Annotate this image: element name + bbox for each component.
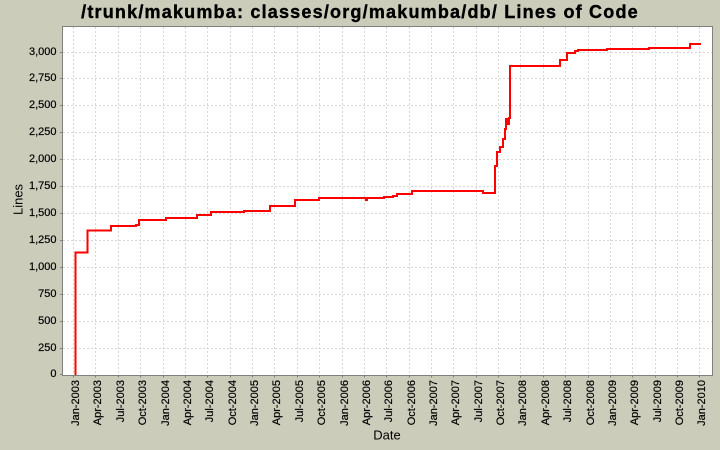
- svg-text:Oct-2008: Oct-2008: [585, 380, 597, 425]
- svg-text:3,000: 3,000: [29, 46, 57, 58]
- svg-text:Jul-2008: Jul-2008: [562, 380, 574, 422]
- svg-text:Jan-2007: Jan-2007: [428, 380, 440, 426]
- svg-text:Jul-2009: Jul-2009: [652, 380, 664, 422]
- svg-text:Oct-2006: Oct-2006: [406, 380, 418, 425]
- svg-text:1,750: 1,750: [29, 180, 57, 192]
- svg-text:0: 0: [50, 368, 56, 380]
- svg-text:Jul-2005: Jul-2005: [294, 380, 306, 422]
- svg-text:Jul-2003: Jul-2003: [115, 380, 127, 422]
- svg-text:Oct-2007: Oct-2007: [495, 380, 507, 425]
- svg-text:Date: Date: [373, 428, 400, 443]
- svg-text:Jul-2006: Jul-2006: [383, 380, 395, 422]
- svg-text:Apr-2004: Apr-2004: [182, 380, 194, 425]
- svg-text:Oct-2004: Oct-2004: [227, 380, 239, 425]
- svg-text:Jan-2009: Jan-2009: [607, 380, 619, 426]
- svg-text:Oct-2003: Oct-2003: [137, 380, 149, 425]
- svg-text:Apr-2008: Apr-2008: [540, 380, 552, 425]
- svg-text:Jan-2005: Jan-2005: [249, 380, 261, 426]
- svg-text:Jul-2007: Jul-2007: [473, 380, 485, 422]
- svg-text:2,500: 2,500: [29, 99, 57, 111]
- svg-text:1,250: 1,250: [29, 234, 57, 246]
- svg-text:Jan-2008: Jan-2008: [517, 380, 529, 426]
- svg-text:500: 500: [38, 315, 56, 327]
- svg-text:2,750: 2,750: [29, 72, 57, 84]
- svg-text:Lines: Lines: [11, 183, 26, 215]
- svg-text:Apr-2006: Apr-2006: [361, 380, 373, 425]
- svg-text:Jul-2004: Jul-2004: [204, 380, 216, 422]
- svg-text:2,250: 2,250: [29, 126, 57, 138]
- svg-text:Jan-2006: Jan-2006: [339, 380, 351, 426]
- svg-text:Oct-2009: Oct-2009: [674, 380, 686, 425]
- svg-text:Apr-2009: Apr-2009: [629, 380, 641, 425]
- svg-text:2,000: 2,000: [29, 153, 57, 165]
- svg-text:250: 250: [38, 342, 56, 354]
- svg-text:750: 750: [38, 288, 56, 300]
- svg-text:Apr-2005: Apr-2005: [271, 380, 283, 425]
- svg-text:Jan-2003: Jan-2003: [70, 380, 82, 426]
- svg-text:Jan-2004: Jan-2004: [160, 380, 172, 426]
- svg-text:1,500: 1,500: [29, 207, 57, 219]
- svg-text:Apr-2007: Apr-2007: [450, 380, 462, 425]
- svg-text:Jan-2010: Jan-2010: [696, 380, 708, 426]
- svg-text:Apr-2003: Apr-2003: [92, 380, 104, 425]
- svg-text:Oct-2005: Oct-2005: [316, 380, 328, 425]
- svg-text:1,000: 1,000: [29, 261, 57, 273]
